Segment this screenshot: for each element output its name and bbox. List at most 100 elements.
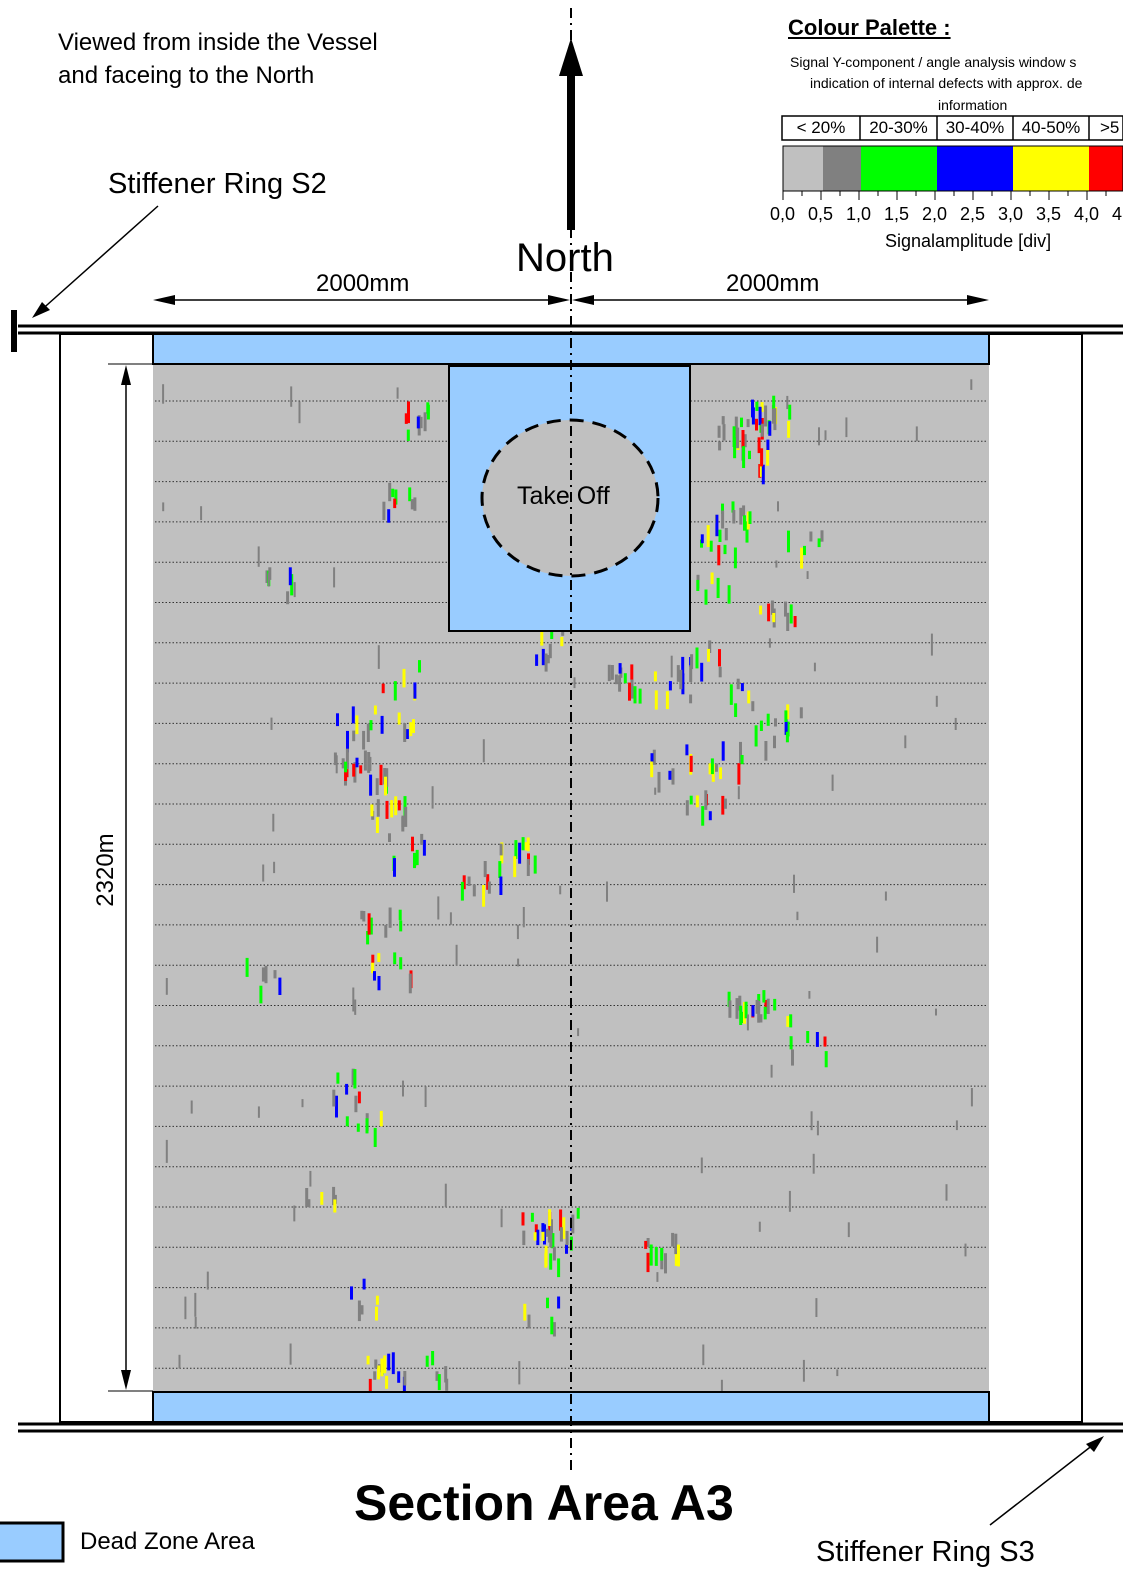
indication-mark (380, 715, 384, 734)
indication-mark (445, 1378, 449, 1391)
indication-mark (744, 1001, 748, 1019)
indication-mark (397, 800, 401, 811)
indication-mark (345, 1116, 349, 1127)
indication-mark (734, 416, 738, 432)
indication-mark (550, 627, 554, 639)
indication-mark (755, 999, 759, 1014)
indication-mark (728, 1000, 732, 1018)
indication-mark (371, 962, 375, 974)
indication-mark (729, 684, 733, 705)
indication-mark (336, 1072, 340, 1084)
indication-mark (758, 464, 762, 478)
indication-fleck (847, 1222, 850, 1238)
indication-mark (413, 682, 417, 699)
indication-mark (751, 1005, 755, 1017)
indication-mark (399, 957, 403, 970)
indication-mark (370, 804, 374, 817)
indication-fleck (309, 1170, 312, 1187)
indication-mark (264, 965, 268, 984)
indication-mark (652, 749, 656, 765)
indication-fleck (257, 1106, 260, 1118)
indication-mark (820, 530, 824, 542)
dim-height-label: 2320m (92, 833, 119, 907)
indication-mark (550, 1316, 554, 1335)
indication-mark (704, 589, 708, 605)
indication-mark (761, 464, 765, 485)
indication-fleck (964, 1243, 967, 1257)
indication-mark (341, 758, 345, 769)
indication-mark (748, 450, 751, 460)
indication-mark (565, 1230, 569, 1246)
indication-mark (524, 842, 528, 851)
indication-mark (360, 1305, 364, 1315)
indication-mark (487, 881, 491, 894)
indication-mark (423, 412, 427, 432)
indication-mark (288, 567, 292, 586)
indication-mark (766, 439, 770, 450)
indication-mark (352, 730, 356, 742)
palette-tick-label: 4 (1112, 204, 1123, 224)
indication-fleck (290, 386, 293, 407)
indication-fleck (930, 633, 933, 656)
indication-mark (571, 1214, 575, 1234)
indication-mark (559, 1227, 563, 1242)
indication-mark (409, 722, 413, 737)
palette-desc-3: information (938, 97, 1008, 113)
indication-mark (708, 763, 712, 775)
indication-mark (410, 499, 414, 510)
indication-fleck (606, 881, 608, 902)
indication-mark (394, 796, 398, 816)
palette-tick-label: 4,0 (1074, 204, 1100, 224)
indication-mark (743, 434, 747, 448)
indication-fleck (165, 978, 168, 995)
indication-mark (689, 665, 693, 683)
indication-fleck (806, 571, 809, 579)
indication-mark (789, 1036, 793, 1050)
indication-mark (245, 957, 249, 977)
indication-mark (665, 691, 669, 710)
indication-mark (759, 456, 763, 477)
indication-fleck (396, 387, 399, 399)
palette-axis-label: Signalamplitude [div] (885, 231, 1052, 251)
indication-mark (521, 837, 525, 851)
indication-fleck (184, 1296, 187, 1320)
indication-mark (733, 437, 737, 459)
indication-mark (654, 690, 658, 710)
indication-fleck (777, 501, 779, 512)
indication-mark (708, 811, 712, 821)
indication-mark (405, 729, 409, 739)
indication-mark (766, 998, 770, 1014)
indication-mark (403, 1371, 407, 1386)
indication-mark (384, 776, 387, 796)
indication-mark (373, 1127, 377, 1147)
indication-mark (286, 591, 290, 605)
indication-mark (407, 401, 410, 424)
indication-mark (689, 694, 693, 704)
indication-mark (788, 404, 792, 420)
indication-fleck (788, 1190, 791, 1212)
indication-mark (336, 713, 339, 727)
indication-mark (734, 703, 738, 717)
indication-mark (482, 885, 486, 907)
indication-fleck (700, 1157, 703, 1174)
dim-right-label: 2000mm (722, 270, 824, 298)
indication-mark (373, 971, 376, 981)
indication-mark (398, 909, 402, 921)
indication-fleck (335, 755, 338, 774)
indication-mark (393, 498, 397, 509)
indication-mark (333, 752, 337, 766)
indication-mark (526, 859, 530, 876)
indication-mark (413, 497, 417, 511)
indication-mark (740, 683, 744, 692)
indication-fleck (194, 1292, 197, 1317)
indication-mark (444, 1366, 448, 1383)
indication-mark (717, 545, 721, 566)
indication-mark (545, 1228, 549, 1237)
indication-mark (557, 1296, 561, 1309)
indication-mark (369, 720, 373, 731)
palette-desc-2: indication of internal defects with appr… (810, 75, 1083, 91)
stiffener-ring-bottom-label: Stiffener Ring S3 (816, 1536, 1035, 1568)
indication-mark (646, 1238, 650, 1247)
indication-mark (747, 690, 751, 704)
indication-mark (695, 647, 699, 669)
